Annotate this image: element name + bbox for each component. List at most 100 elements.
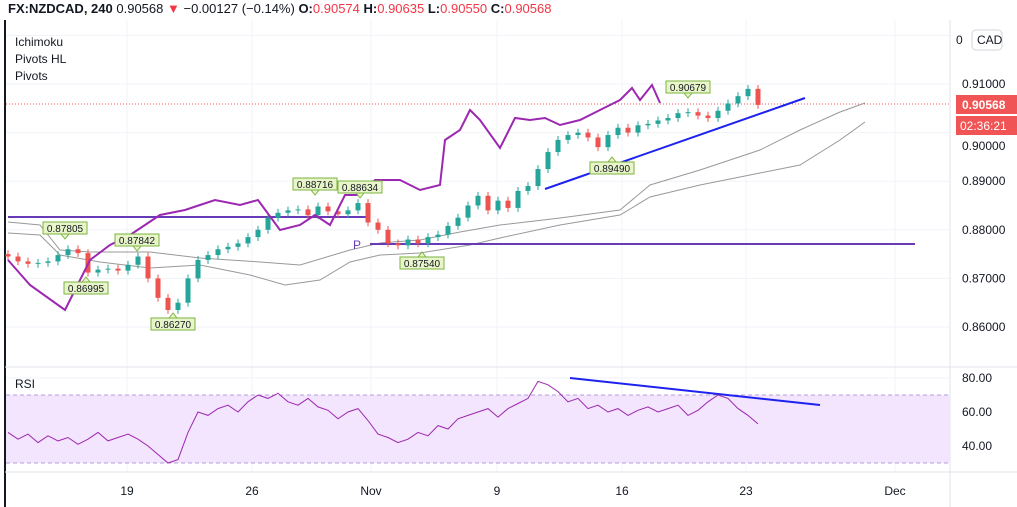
candle-body — [705, 115, 711, 119]
price-trendline[interactable] — [544, 97, 806, 190]
price-change: −0.00127 (−0.14%) — [183, 1, 295, 16]
candle-body — [305, 209, 311, 216]
low-label: L: — [427, 1, 441, 16]
pivot-label: 0.86995 — [68, 284, 105, 295]
high-value: 0.90635 — [377, 1, 425, 16]
chikou-span-line — [7, 83, 661, 312]
symbol-name[interactable]: FX:NZDCAD, 240 — [8, 1, 113, 16]
candle-body — [265, 217, 271, 230]
candle-body — [425, 237, 431, 244]
symbol-header: FX:NZDCAD, 240 0.90568 ▼ −0.00127 (−0.14… — [8, 0, 551, 18]
pivot-label: 0.88716 — [297, 180, 334, 191]
rsi-tick: 80.00 — [962, 371, 992, 385]
time-tick: 9 — [494, 484, 501, 498]
candle-body — [645, 123, 651, 126]
rsi-tick: 60.00 — [962, 405, 992, 419]
time-tick: 19 — [120, 484, 134, 498]
pivot-labels: 0.87805 0.87842 0.86995 0.86270 0.88716 0.886… — [42, 80, 711, 331]
pivot-label-box — [150, 317, 196, 331]
rsi-band — [6, 395, 950, 463]
candle-body — [155, 278, 161, 298]
candle-body — [15, 256, 21, 262]
open-value: 0.90574 — [312, 1, 360, 16]
candle-body — [365, 203, 371, 223]
candle-body — [465, 205, 471, 218]
candle-body — [635, 125, 641, 133]
candle-body — [55, 255, 61, 262]
candle-body — [605, 135, 611, 148]
price-tick: 0.89000 — [962, 174, 1006, 188]
candle-body — [5, 254, 11, 257]
candle-body — [115, 268, 121, 271]
currency-button[interactable] — [971, 29, 1003, 51]
candle-body — [95, 269, 101, 273]
pivot-label: 0.90679 — [670, 83, 707, 94]
triangle-down-icon: ▼ — [167, 1, 180, 16]
candle-body — [105, 268, 111, 270]
candle-body — [245, 237, 251, 244]
candle-body — [545, 152, 551, 170]
candle-body — [655, 120, 661, 124]
price-axis[interactable]: 0.91000 0.90000 0.89000 0.88000 0.87000 0.860… — [962, 77, 1006, 453]
candle-body — [395, 243, 401, 246]
candle-body — [715, 110, 721, 119]
open-label: O: — [298, 1, 313, 16]
pivot-label: 0.88634 — [342, 183, 379, 194]
candle-body — [135, 256, 141, 265]
current-price-badge — [956, 95, 1017, 114]
price-tick: 0.88000 — [962, 223, 1006, 237]
candle-body — [585, 132, 591, 138]
low-value: 0.90550 — [440, 1, 488, 16]
candle-body — [45, 261, 51, 263]
rsi-line — [7, 380, 759, 464]
rsi-trendline[interactable] — [569, 377, 821, 406]
time-tick: Dec — [884, 484, 905, 498]
candle-body — [535, 169, 541, 187]
candle-body — [685, 112, 691, 114]
indicator-pivots-hl[interactable]: Pivots HL — [15, 52, 67, 66]
candle-body — [275, 212, 281, 218]
candle-body — [185, 278, 191, 303]
time-tick: Nov — [360, 484, 381, 498]
candle-body — [35, 262, 41, 264]
candle-body — [625, 127, 631, 133]
candles — [5, 84, 761, 314]
pivot-label-box — [399, 256, 445, 270]
candle-body — [455, 217, 461, 226]
price-tick-partial: 0 — [956, 33, 963, 47]
pivot-label: 0.89490 — [594, 164, 631, 175]
close-value: 0.90568 — [504, 1, 552, 16]
candle-body — [165, 297, 171, 310]
time-axis[interactable]: 19 26 Nov 9 16 23 Dec — [120, 484, 905, 498]
candle-body — [145, 256, 151, 279]
indicator-ichimoku[interactable]: Ichimoku — [15, 35, 64, 49]
candle-body — [575, 132, 581, 136]
candle-body — [175, 302, 181, 310]
pivot-marker: P — [353, 238, 361, 252]
pivot-pointer-icon — [80, 276, 92, 283]
currency-button-label[interactable]: CAD — [977, 33, 1003, 47]
senkou-span-b — [7, 121, 866, 286]
candle-body — [595, 137, 601, 148]
candle-body — [285, 210, 291, 213]
candle-body — [235, 243, 241, 247]
candle-body — [325, 206, 331, 212]
current-price-value: 0.90568 — [962, 98, 1006, 112]
pivot-label: 0.87805 — [47, 224, 84, 235]
indicator-pivots[interactable]: Pivots — [15, 69, 48, 83]
pivot-pointer-icon — [167, 312, 179, 319]
candle-body — [725, 103, 731, 111]
pivot-label-box — [589, 161, 635, 175]
time-tick: 26 — [245, 484, 259, 498]
pivot-label-box — [63, 281, 109, 295]
candle-body — [565, 135, 571, 140]
candle-body — [515, 190, 521, 208]
price-tick: 0.87000 — [962, 271, 1006, 285]
candle-body — [675, 113, 681, 119]
countdown-badge — [956, 116, 1017, 135]
candle-body — [65, 249, 71, 256]
candle-body — [555, 139, 561, 153]
candle-body — [205, 255, 211, 260]
pivot-label-box — [114, 233, 160, 247]
